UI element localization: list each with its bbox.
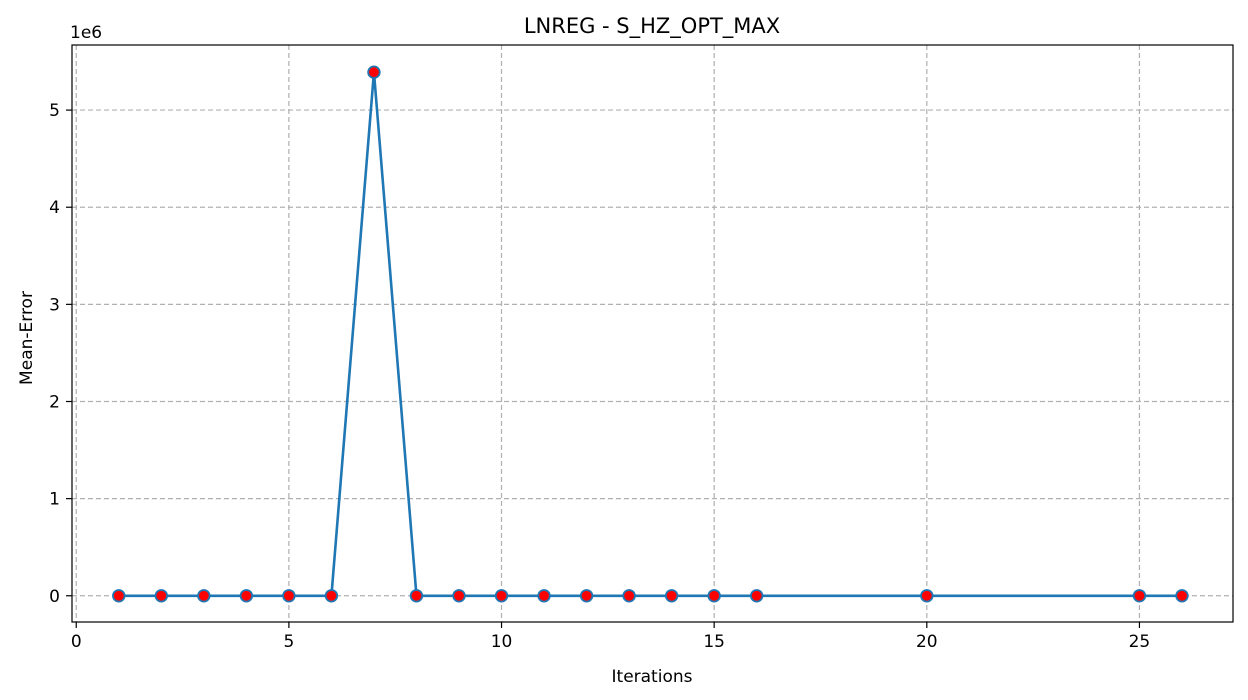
data-point <box>622 589 636 603</box>
data-point <box>154 589 169 603</box>
plot-frame <box>71 44 1234 623</box>
x-tick-label: 0 <box>71 632 82 652</box>
data-point <box>452 589 466 603</box>
y-tick-label: 1 <box>49 490 60 510</box>
data-point <box>409 589 424 603</box>
data-point <box>367 65 381 79</box>
data-point <box>494 589 509 603</box>
y-axis-label: Mean-Error <box>17 291 37 385</box>
series-layer <box>112 65 1189 603</box>
data-point <box>324 589 339 603</box>
data-point <box>579 589 594 603</box>
x-tick-label: 25 <box>1129 632 1151 652</box>
grid <box>72 45 1233 622</box>
data-point <box>920 589 934 603</box>
data-point <box>1175 589 1189 603</box>
x-tick-label: 15 <box>703 632 725 652</box>
y-offset-label: 1e6 <box>70 23 102 43</box>
data-point <box>282 589 296 603</box>
y-tick-label: 0 <box>49 587 60 607</box>
data-point <box>197 589 211 603</box>
y-tick-label: 2 <box>49 392 60 412</box>
data-point <box>537 589 551 603</box>
x-tick-label: 5 <box>283 632 294 652</box>
y-tick-label: 5 <box>49 101 60 121</box>
y-tick-label: 4 <box>49 198 60 218</box>
x-tick-label: 20 <box>916 632 938 652</box>
data-point <box>1132 589 1147 603</box>
chart-title: LNREG - S_HZ_OPT_MAX <box>524 14 780 39</box>
data-point <box>749 589 764 603</box>
x-axis-label: Iterations <box>612 667 693 687</box>
data-point <box>707 589 721 603</box>
x-tick-label: 10 <box>491 632 513 652</box>
series-line <box>118 70 1182 598</box>
y-tick-label: 3 <box>49 295 60 315</box>
data-point <box>664 589 679 603</box>
axis-ticks: 0 5 10 15 20 25 0 1 2 3 4 5 <box>49 101 1150 652</box>
data-point <box>112 589 126 603</box>
data-point <box>239 589 254 603</box>
